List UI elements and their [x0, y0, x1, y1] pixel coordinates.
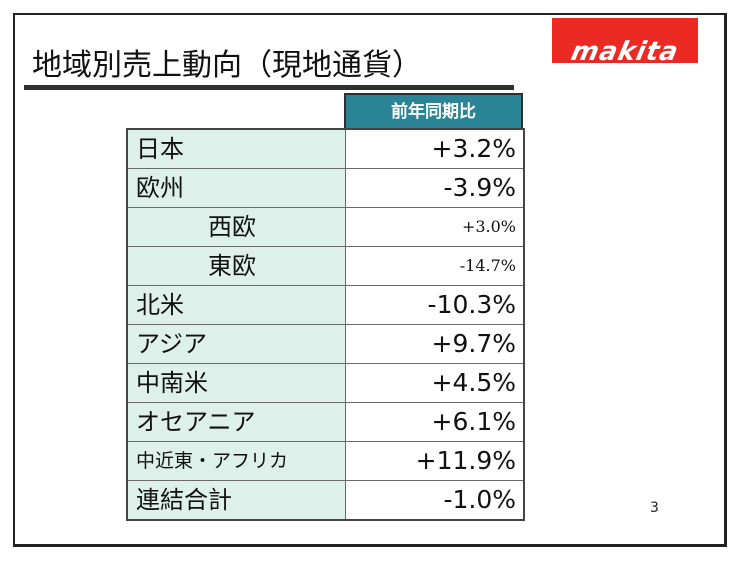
region-label: 欧州: [128, 169, 346, 207]
yoy-value: +3.2%: [431, 134, 516, 163]
region-label: 北米: [128, 286, 346, 324]
slide-title: 地域別売上動向（現地通貨）: [32, 48, 422, 83]
yoy-value: +6.1%: [431, 407, 516, 436]
yoy-value: -1.0%: [443, 485, 516, 514]
title-underline: [24, 85, 514, 90]
table-row: 北米 -10.3%: [128, 286, 523, 325]
table-row: 欧州 -3.9%: [128, 169, 523, 208]
yoy-value: +9.7%: [431, 329, 516, 358]
region-label: 中南米: [128, 364, 346, 402]
table-row: 東欧 -14.7%: [128, 247, 523, 286]
table-row: 中近東・アフリカ +11.9%: [128, 442, 523, 481]
region-label: 中近東・アフリカ: [128, 442, 346, 480]
table-row: 中南米 +4.5%: [128, 364, 523, 403]
yoy-value: -3.9%: [443, 173, 516, 202]
table-row: 西欧 +3.0%: [128, 208, 523, 247]
region-label: アジア: [128, 325, 346, 363]
yoy-value: +3.0%: [461, 217, 516, 236]
table-row: 日本 +3.2%: [128, 130, 523, 169]
column-header-yoy: 前年同期比: [344, 93, 523, 129]
table-row: アジア +9.7%: [128, 325, 523, 364]
yoy-value: +11.9%: [415, 446, 516, 475]
region-label: オセアニア: [128, 403, 346, 441]
table-body: 日本 +3.2% 欧州 -3.9% 西欧 +3.0% 東欧 -14.7% 北米 …: [126, 128, 525, 521]
subregion-label: 西欧: [128, 208, 346, 246]
yoy-value: -14.7%: [459, 256, 516, 275]
logo-text: makita: [568, 37, 682, 67]
yoy-value: +4.5%: [431, 368, 516, 397]
subregion-label: 東欧: [128, 247, 346, 285]
table-row: オセアニア +6.1%: [128, 403, 523, 442]
yoy-value: -10.3%: [427, 290, 516, 319]
makita-logo: makita: [552, 18, 698, 67]
page-number: 3: [650, 500, 659, 516]
region-label: 日本: [128, 130, 346, 168]
region-label: 連結合計: [128, 481, 346, 519]
table-row-total: 連結合計 -1.0%: [128, 481, 523, 519]
